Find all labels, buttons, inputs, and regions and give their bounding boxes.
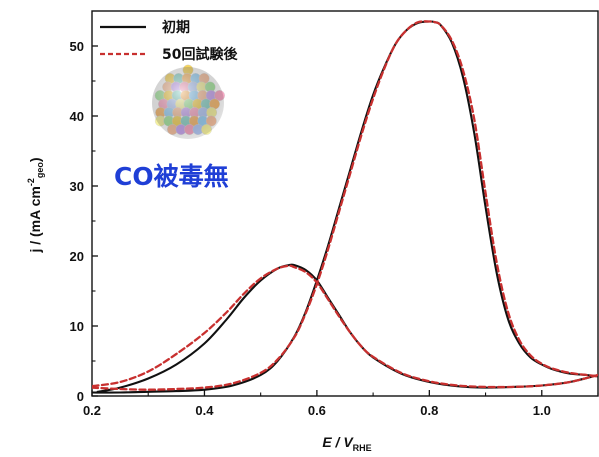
y-tick-label: 0: [77, 389, 84, 404]
y-axis-title: j / (mA cm-2geo): [26, 157, 45, 253]
x-axis-title-sub: RHE: [353, 443, 372, 453]
series-after-forward-scan: [92, 20, 598, 391]
curves: [92, 20, 598, 394]
plot-frame: [91, 10, 599, 397]
x-axis: 0.2 0.4 0.6 0.8 1.0: [83, 390, 599, 418]
x-tick-label: 1.0: [533, 403, 551, 418]
x-axis-title: E / VRHE: [322, 434, 371, 453]
y-tick-label: 30: [70, 179, 84, 194]
x-axis-title-main: E / V: [322, 434, 354, 450]
legend: 初期 50回試験後: [100, 19, 238, 63]
y-tick-label: 50: [70, 39, 84, 54]
nanoparticle-shading: [152, 67, 224, 139]
y-axis-title-sub: geo: [35, 162, 45, 179]
nanoparticle-illustration: [152, 64, 226, 139]
legend-label-initial: 初期: [162, 19, 190, 36]
y-axis-title-end: ): [27, 157, 43, 162]
annotation-co-free: CO被毒無: [114, 162, 229, 191]
y-axis-title-main: j / (mA cm: [27, 186, 43, 253]
y-axis: 0 10 20 30 40 50: [70, 39, 98, 404]
x-tick-label: 0.2: [83, 403, 101, 418]
y-axis-title-sup: -2: [26, 178, 36, 186]
x-tick-label: 0.6: [308, 403, 326, 418]
x-tick-label: 0.4: [195, 403, 214, 418]
legend-label-after: 50回試験後: [162, 46, 238, 63]
y-tick-label: 40: [70, 109, 84, 124]
x-tick-label: 0.8: [420, 403, 438, 418]
series-after-backward-scan: [92, 264, 598, 389]
y-tick-label: 10: [70, 319, 84, 334]
y-tick-label: 20: [70, 249, 84, 264]
